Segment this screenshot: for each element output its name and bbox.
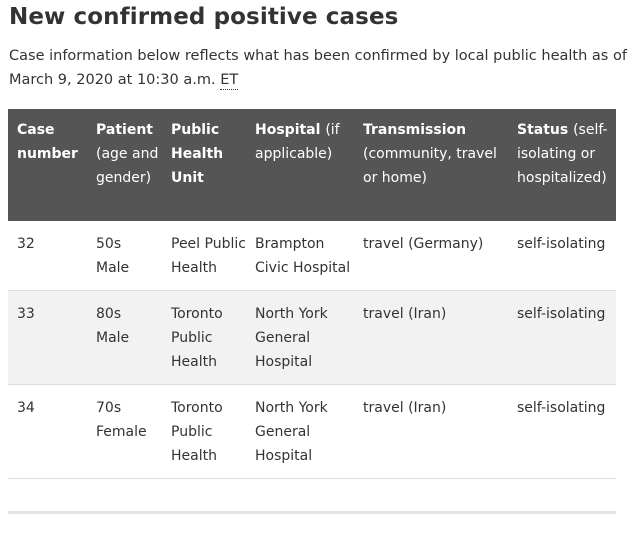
patient-gender: Female: [96, 424, 147, 440]
cell-patient: 70s Female: [87, 385, 162, 479]
header-main: Transmission: [363, 122, 467, 138]
header-sub: (self-isolating or hospitalized): [517, 122, 608, 186]
cell-case-number: 32: [17, 236, 35, 252]
cell-health-unit: Toronto Public Health: [171, 400, 223, 464]
patient-age: 50s: [96, 236, 122, 252]
page-heading: New confirmed positive cases: [9, 4, 399, 30]
cell-transmission: travel (Germany): [363, 236, 484, 252]
header-sub: (community, travel or home): [363, 146, 497, 186]
timezone-abbr[interactable]: ET: [220, 72, 239, 90]
cell-case-number: 33: [17, 306, 35, 322]
header-main: Status: [517, 122, 569, 138]
table-row: 32 50s Male Peel Public Health Brampton C…: [8, 221, 616, 291]
cell-health-unit: Peel Public Health: [171, 236, 246, 276]
table-row: 33 80s Male Toronto Public Health North Y…: [8, 290, 616, 385]
header-hospital: Hospital (if applicable): [246, 109, 354, 221]
header-main: Hospital: [255, 122, 321, 138]
header-sub: (if applicable): [255, 122, 340, 162]
header-main: Public Health Unit: [171, 122, 224, 186]
cell-health-unit: Toronto Public Health: [171, 306, 223, 370]
header-main: Patient: [96, 122, 153, 138]
cell-hospital: Brampton Civic Hospital: [255, 236, 351, 276]
cell-hospital: North York General Hospital: [255, 400, 328, 464]
intro-paragraph: Case information below reflects what has…: [9, 44, 629, 92]
cell-transmission: travel (Iran): [363, 306, 447, 322]
cell-status: self-isolating: [517, 306, 606, 322]
cell-patient: 50s Male: [87, 221, 162, 291]
table-bottom-divider: [8, 511, 616, 514]
patient-gender: Male: [96, 330, 130, 346]
header-status: Status (self-isolating or hospitalized): [508, 109, 616, 221]
table-row: 34 70s Female Toronto Public Health North…: [8, 384, 616, 479]
patient-gender: Male: [96, 260, 130, 276]
header-patient: Patient (age and gender): [87, 109, 162, 221]
table-header-row: Case number Patient (age and gender) Pub…: [8, 109, 616, 221]
header-health-unit: Public Health Unit: [162, 109, 246, 221]
cell-case-number: 34: [17, 400, 35, 416]
cell-patient: 80s Male: [87, 291, 162, 385]
cases-table: Case number Patient (age and gender) Pub…: [8, 109, 616, 479]
header-main: Case number: [17, 122, 78, 162]
patient-age: 80s: [96, 306, 122, 322]
header-sub: (age and gender): [96, 146, 159, 186]
cell-transmission: travel (Iran): [363, 400, 447, 416]
cell-status: self-isolating: [517, 236, 606, 252]
cell-status: self-isolating: [517, 400, 606, 416]
header-transmission: Transmission (community, travel or home): [354, 109, 508, 221]
intro-text: Case information below reflects what has…: [9, 48, 627, 88]
header-case-number: Case number: [8, 109, 87, 221]
cell-hospital: North York General Hospital: [255, 306, 328, 370]
patient-age: 70s: [96, 400, 122, 416]
